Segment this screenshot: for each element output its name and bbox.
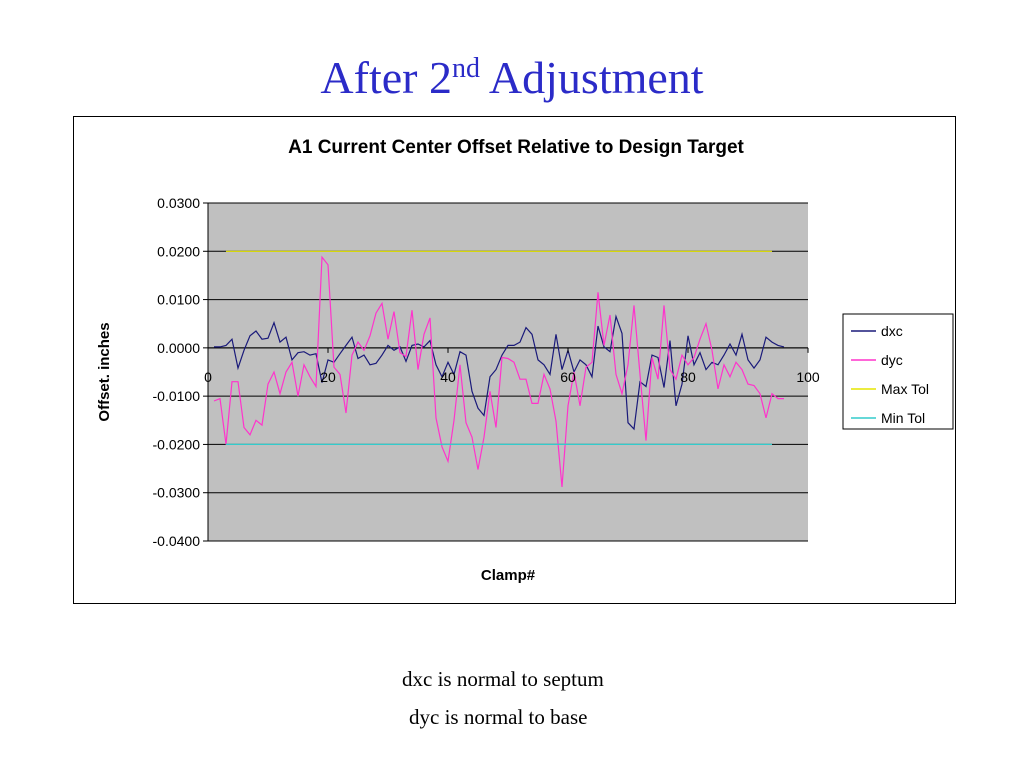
legend-box — [842, 313, 954, 430]
y-tick-label: 0.0200 — [157, 243, 200, 259]
series-line-dyc — [213, 255, 784, 487]
chart-title: A1 Current Center Offset Relative to Des… — [288, 137, 744, 158]
y-tick-label: -0.0100 — [153, 388, 201, 404]
caption-dyc: dyc is normal to base — [409, 705, 588, 729]
title-superscript: nd — [451, 53, 480, 84]
legend-label: dyc — [881, 352, 903, 368]
x-tick-label: 40 — [440, 369, 456, 385]
y-tick-label: -0.0200 — [153, 436, 201, 452]
caption-dxc: dxc is normal to septum — [402, 667, 604, 691]
y-axis-label: Offset. inches — [96, 322, 113, 421]
y-tick-label: 0.0100 — [157, 292, 200, 308]
legend-label: dxc — [881, 323, 903, 339]
x-axis-label: Clamp# — [481, 567, 536, 584]
legend: dxc dyc Max Tol Min Tol — [842, 313, 954, 430]
title-suffix: Adjustment — [479, 52, 704, 103]
series-lines — [213, 250, 785, 487]
y-tick-label: -0.0300 — [153, 485, 201, 501]
plot-area — [208, 203, 808, 541]
x-tick-label: 20 — [320, 369, 336, 385]
legend-label: Min Tol — [881, 410, 925, 426]
chart: A1 Current Center Offset Relative to Des… — [96, 137, 954, 584]
y-tick-label: 0.0000 — [157, 340, 200, 356]
series-line-dxc — [214, 314, 785, 431]
x-tick-label: 60 — [560, 369, 576, 385]
x-tick-label: 0 — [204, 369, 212, 385]
title-prefix: After 2 — [320, 52, 452, 103]
y-tick-label: 0.0300 — [157, 195, 200, 211]
legend-label: Max Tol — [881, 381, 929, 397]
slide-title: After 2nd Adjustment — [0, 48, 1024, 108]
y-axis-ticks: 0.0300 0.0200 0.0100 0.0000 -0.0100 -0.0200 -0… — [153, 195, 209, 549]
x-tick-label: 100 — [796, 369, 820, 385]
y-tick-label: -0.0400 — [153, 533, 201, 549]
x-tick-label: 80 — [680, 369, 696, 385]
x-axis-ticks: 0 20 40 60 80 100 — [204, 347, 820, 385]
